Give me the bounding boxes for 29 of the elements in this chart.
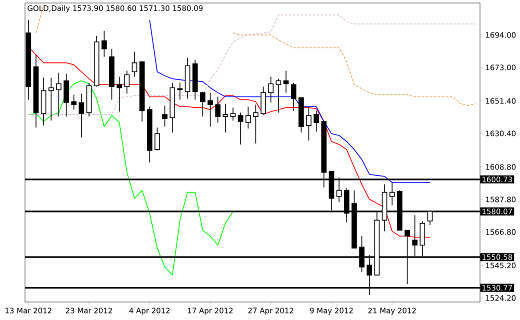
- candlestick: [48, 77, 54, 121]
- candlestick: [230, 107, 236, 121]
- candlestick: [306, 106, 312, 141]
- candlestick: [132, 51, 138, 78]
- candlestick: [56, 72, 62, 117]
- candlestick: [40, 77, 46, 126]
- candlestick: [208, 92, 213, 128]
- candlestick: [245, 106, 251, 129]
- candlestick: [102, 30, 107, 58]
- candlestick: [162, 105, 168, 128]
- candlestick: [389, 182, 395, 206]
- candlestick: [154, 127, 160, 151]
- line-series: [28, 80, 234, 276]
- candlestick: [238, 112, 244, 145]
- candlestick: [268, 76, 274, 104]
- candlestick: [253, 104, 258, 144]
- candlestick: [314, 110, 320, 132]
- candlestick: [215, 96, 221, 123]
- candlestick: [290, 82, 296, 112]
- candlestick: [64, 73, 69, 117]
- candlestick: [71, 94, 77, 110]
- candlestick: [260, 86, 266, 115]
- candlestick: [200, 91, 206, 117]
- candlestick: [78, 93, 84, 138]
- candlestick: [222, 103, 228, 133]
- candlestick: [276, 78, 282, 114]
- candlestick: [116, 76, 122, 112]
- candlestick: [124, 70, 130, 94]
- candlestick: [283, 70, 289, 94]
